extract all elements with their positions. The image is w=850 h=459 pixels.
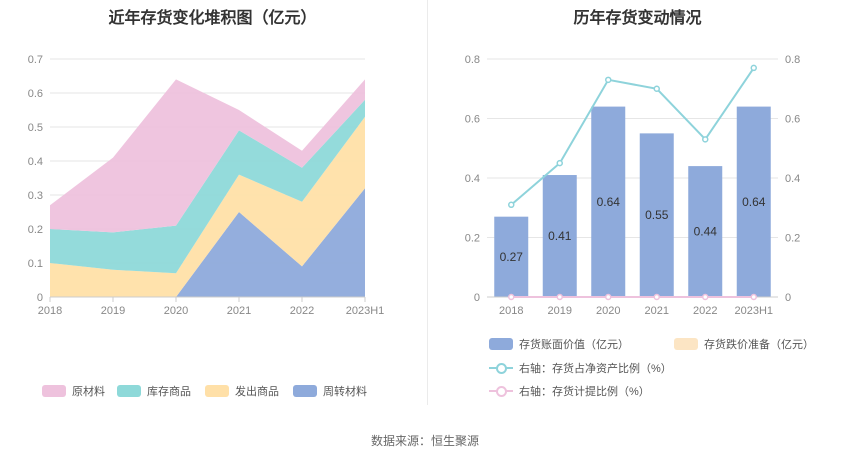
right-y2-tick-label: 0.6 — [785, 114, 800, 126]
left-chart-title: 近年存货变化堆积图（亿元） — [108, 10, 317, 27]
right-legend-item[interactable]: 右轴：存货计提比例（%） — [489, 383, 650, 399]
legend-label: 库存商品 — [147, 386, 191, 398]
line-point — [750, 64, 757, 72]
left-legend-item[interactable]: 库存商品 — [117, 383, 191, 399]
right-x-tick-label: 2022 — [693, 305, 717, 317]
line-point — [702, 293, 709, 301]
right-x-tick-label: 2018 — [499, 305, 523, 317]
area-series-1 — [50, 188, 365, 297]
line-series-2 — [510, 67, 755, 206]
bar-line-chart-panel: 历年存货变动情况 0 0.2 0.4 0.6 0.8 0 0.2 0.4 0.6 0.8 0.27 0… — [425, 0, 850, 410]
legend-label: 右轴：存货占净资产比例（%） — [519, 363, 672, 375]
right-chart-title: 历年存货变动情况 — [573, 10, 702, 27]
line-point — [750, 293, 757, 301]
left-y-tick-label: 0.1 — [28, 258, 43, 270]
left-y-tick-label: 0.6 — [28, 88, 43, 100]
left-y-tick-label: 0.4 — [28, 156, 43, 168]
line-point — [556, 159, 563, 167]
legend-label: 发出商品 — [235, 386, 279, 398]
left-legend-item[interactable]: 周转材料 — [293, 383, 367, 399]
right-y-tick-label: 0.2 — [465, 233, 480, 245]
right-y2-tick-label: 0 — [785, 292, 791, 304]
bar-data-label: 0.41 — [548, 229, 572, 243]
data-source-footer: 数据来源：恒生聚源 — [370, 434, 479, 448]
right-x-tick-label: 2023H1 — [734, 305, 773, 317]
right-x-tick-label: 2019 — [548, 305, 572, 317]
stacked-area-chart: 0 0.1 0.2 0.3 0.4 0.5 0.6 0.7 2018 2019 2020 2021 20… — [28, 54, 385, 317]
line-point — [556, 293, 563, 301]
right-y-tick-label: 0 — [474, 292, 480, 304]
bar-data-label: 0.44 — [694, 225, 718, 239]
bar-inventory-value — [591, 106, 626, 297]
bar-inventory-value — [494, 216, 529, 297]
right-y-tick-label: 0.6 — [465, 114, 480, 126]
left-x-tick-label: 2020 — [164, 305, 188, 317]
left-x-tick-label: 2022 — [290, 305, 314, 317]
area-series-4 — [50, 79, 365, 233]
legend-line-marker — [489, 362, 513, 374]
bar-line-chart: 0 0.2 0.4 0.6 0.8 0 0.2 0.4 0.6 0.8 0.27 0.41 0.64 0.… — [465, 54, 801, 317]
left-x-tick-label: 2018 — [38, 305, 62, 317]
bar-data-label: 0.27 — [500, 250, 524, 264]
bar-data-label: 0.64 — [742, 195, 766, 209]
left-legend-item[interactable]: 原材料 — [42, 383, 105, 399]
legend-label: 周转材料 — [323, 386, 367, 398]
right-y2-tick-label: 0.2 — [785, 233, 800, 245]
left-y-tick-label: 0.2 — [28, 224, 43, 236]
line-point — [605, 76, 612, 84]
right-y2-tick-label: 0.4 — [785, 173, 800, 185]
left-x-tick-label: 2019 — [101, 305, 125, 317]
line-point — [605, 293, 612, 301]
area-series-2 — [50, 116, 365, 297]
line-point — [702, 136, 709, 143]
bar-inventory-value — [736, 106, 771, 297]
line-point — [508, 201, 515, 209]
bar-inventory-value — [688, 166, 723, 297]
area-series-3 — [50, 99, 365, 274]
bar-inventory-value — [639, 133, 674, 297]
right-y2-tick-label: 0.8 — [785, 54, 800, 66]
legend-label: 存货账面价值（亿元） — [519, 339, 629, 351]
legend-swatch — [117, 385, 141, 397]
left-y-tick-label: 0.3 — [28, 190, 43, 202]
panel-divider — [427, 0, 428, 405]
right-y-tick-label: 0.4 — [465, 173, 480, 185]
bar-data-label: 0.55 — [645, 208, 669, 222]
right-legend-item[interactable]: 右轴：存货占净资产比例（%） — [489, 360, 672, 376]
line-point — [653, 85, 660, 92]
line-point — [653, 293, 660, 301]
legend-swatch — [674, 338, 698, 350]
left-legend-item[interactable]: 发出商品 — [205, 383, 279, 399]
legend-label: 存货跌价准备（亿元） — [704, 339, 814, 351]
left-x-tick-label: 2021 — [227, 305, 251, 317]
right-x-tick-label: 2020 — [596, 305, 620, 317]
right-x-tick-label: 2021 — [645, 305, 669, 317]
line-point — [508, 293, 515, 301]
legend-line-marker — [489, 385, 513, 397]
left-y-tick-label: 0.5 — [28, 122, 43, 134]
left-x-tick-label: 2023H1 — [346, 305, 385, 317]
bar-inventory-value — [542, 175, 577, 297]
legend-swatch — [205, 385, 229, 397]
bar-data-label: 0.64 — [597, 195, 621, 209]
legend-label: 原材料 — [72, 386, 105, 398]
legend-swatch — [42, 385, 66, 397]
right-y-tick-label: 0.8 — [465, 54, 480, 66]
stacked-area-chart-panel: 近年存货变化堆积图（亿元） 0 0.1 0.2 0.3 0.4 0.5 0.6 0.7 2018… — [0, 0, 425, 410]
right-legend-item[interactable]: 存货跌价准备（亿元） — [674, 336, 814, 352]
left-y-tick-label: 0 — [37, 292, 43, 304]
left-y-tick-label: 0.7 — [28, 54, 43, 66]
legend-swatch — [293, 385, 317, 397]
legend-swatch — [489, 338, 513, 350]
legend-label: 右轴：存货计提比例（%） — [519, 386, 650, 398]
right-legend-item[interactable]: 存货账面价值（亿元） — [489, 336, 629, 352]
